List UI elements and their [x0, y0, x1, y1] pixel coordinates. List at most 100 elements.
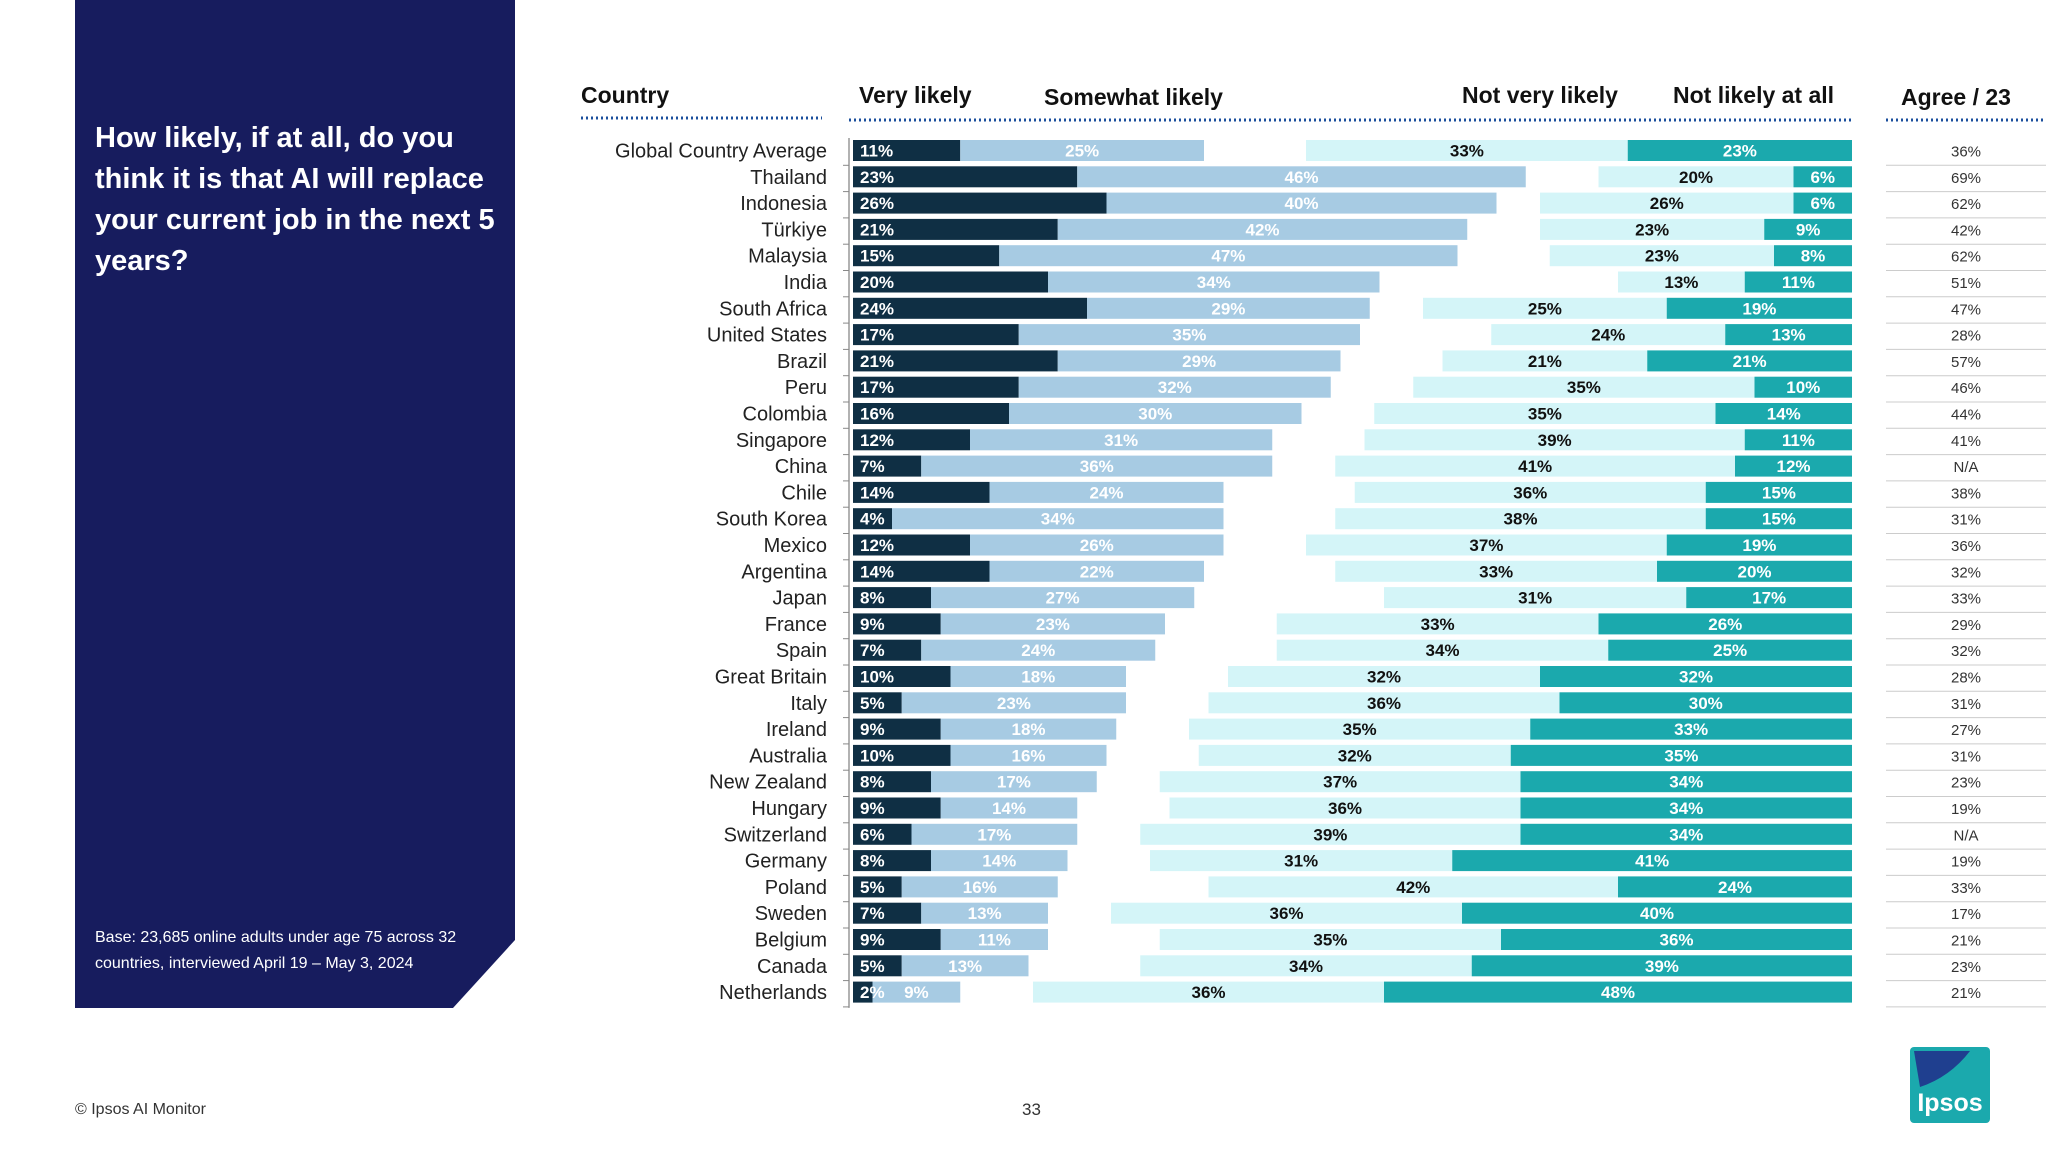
bar-somewhat-likely	[989, 560, 1204, 582]
bar-not-very-likely	[1140, 823, 1521, 845]
side-panel	[75, 0, 515, 1008]
data-label-not-very-likely: 32%	[1367, 668, 1401, 687]
data-label-somewhat-likely: 34%	[1197, 273, 1231, 292]
bar-not-likely-at-all	[1744, 429, 1852, 451]
data-label-somewhat-likely: 11%	[978, 931, 1011, 950]
bar-not-likely-at-all	[1764, 218, 1852, 240]
data-label-not-very-likely: 35%	[1528, 405, 1562, 424]
data-label-not-very-likely: 26%	[1650, 194, 1684, 213]
bar-somewhat-likely	[901, 955, 1029, 977]
data-label-not-very-likely: 25%	[1528, 299, 1562, 318]
data-label-somewhat-likely: 24%	[1021, 641, 1055, 660]
bar-somewhat-likely	[1057, 350, 1341, 372]
bar-not-very-likely	[1111, 902, 1462, 924]
bar-very-likely	[853, 534, 970, 556]
ipsos-logo: Ipsos	[1910, 1047, 1990, 1123]
data-label-very-likely: 9%	[860, 931, 885, 950]
data-label-somewhat-likely: 16%	[963, 878, 997, 897]
country-label: Peru	[785, 377, 827, 399]
agree-23-value: 46%	[1951, 380, 1981, 397]
bar-very-likely	[853, 192, 1107, 214]
data-label-very-likely: 21%	[860, 220, 894, 239]
data-label-not-very-likely: 37%	[1323, 773, 1357, 792]
data-label-not-likely-at-all: 19%	[1742, 299, 1776, 318]
data-label-somewhat-likely: 29%	[1182, 352, 1216, 371]
bar-very-likely	[853, 797, 941, 819]
bar-somewhat-likely	[940, 929, 1048, 950]
data-label-not-very-likely: 35%	[1567, 378, 1601, 397]
data-label-somewhat-likely: 30%	[1138, 405, 1172, 424]
data-label-not-likely-at-all: 30%	[1689, 694, 1723, 713]
data-label-very-likely: 14%	[860, 483, 894, 502]
bar-very-likely	[853, 639, 922, 661]
bar-very-likely	[853, 981, 873, 1003]
bar-not-very-likely	[1150, 850, 1453, 872]
bar-not-likely-at-all	[1647, 350, 1852, 372]
bar-very-likely	[853, 481, 990, 503]
bar-very-likely	[853, 140, 961, 161]
data-label-somewhat-likely: 18%	[1011, 720, 1045, 739]
data-label-not-very-likely: 36%	[1513, 483, 1547, 502]
bar-somewhat-likely	[970, 534, 1224, 556]
data-label-very-likely: 17%	[860, 326, 894, 345]
agree-23-value: 47%	[1951, 301, 1981, 318]
bar-very-likely	[853, 955, 902, 977]
country-label: Brazil	[777, 351, 827, 373]
bar-very-likely	[853, 429, 970, 451]
bar-not-very-likely	[1306, 140, 1628, 161]
country-label: Mexico	[764, 535, 827, 557]
data-label-not-likely-at-all: 11%	[1782, 431, 1815, 450]
bar-not-likely-at-all	[1471, 955, 1852, 977]
data-label-not-likely-at-all: 41%	[1635, 852, 1669, 871]
country-label: South Africa	[719, 298, 828, 320]
data-label-very-likely: 7%	[860, 904, 885, 923]
bar-very-likely	[853, 271, 1048, 293]
data-label-not-likely-at-all: 8%	[1801, 247, 1826, 266]
bar-not-very-likely	[1276, 613, 1599, 635]
agree-23-value: 21%	[1951, 933, 1981, 950]
bar-not-likely-at-all	[1686, 587, 1852, 609]
bar-not-likely-at-all	[1520, 797, 1852, 819]
data-label-not-very-likely: 23%	[1635, 220, 1669, 239]
bar-not-very-likely	[1354, 481, 1706, 503]
bar-not-very-likely	[1335, 560, 1657, 582]
data-label-somewhat-likely: 23%	[997, 694, 1031, 713]
data-label-somewhat-likely: 25%	[1065, 142, 1099, 161]
agree-23-value: 27%	[1951, 722, 1981, 739]
data-label-not-likely-at-all: 21%	[1733, 352, 1767, 371]
bar-very-likely	[853, 350, 1058, 372]
bar-very-likely	[853, 297, 1087, 319]
bar-very-likely	[853, 403, 1009, 424]
data-label-somewhat-likely: 29%	[1211, 299, 1245, 318]
bar-somewhat-likely	[940, 718, 1117, 740]
header-country: Country	[581, 82, 669, 108]
country-label: Türkiye	[761, 219, 827, 241]
bar-not-very-likely	[1540, 218, 1765, 240]
data-label-not-very-likely: 37%	[1469, 536, 1503, 555]
bar-not-very-likely	[1208, 692, 1560, 714]
bar-very-likely	[853, 718, 941, 740]
agree-23-value: 17%	[1951, 906, 1981, 923]
bar-not-very-likely	[1306, 534, 1667, 556]
data-label-not-very-likely: 38%	[1503, 510, 1537, 529]
question-title: How likely, if at all, do you think it i…	[95, 122, 495, 277]
data-label-somewhat-likely: 13%	[968, 904, 1002, 923]
bar-not-likely-at-all	[1608, 639, 1852, 661]
bar-very-likely	[853, 166, 1078, 188]
data-label-not-likely-at-all: 48%	[1601, 983, 1635, 1002]
bar-not-likely-at-all	[1520, 771, 1852, 793]
bar-somewhat-likely	[921, 639, 1156, 661]
data-label-not-likely-at-all: 33%	[1674, 720, 1708, 739]
bar-very-likely	[853, 771, 931, 793]
data-label-very-likely: 5%	[860, 878, 885, 897]
country-label: Netherlands	[719, 982, 827, 1004]
data-label-very-likely: 12%	[860, 431, 894, 450]
data-label-very-likely: 12%	[860, 536, 894, 555]
country-label: China	[775, 456, 828, 478]
bar-not-likely-at-all	[1774, 245, 1852, 267]
data-label-not-likely-at-all: 34%	[1669, 825, 1703, 844]
data-label-not-very-likely: 36%	[1191, 983, 1225, 1002]
bar-not-likely-at-all	[1501, 929, 1852, 950]
bar-somewhat-likely	[931, 587, 1195, 609]
